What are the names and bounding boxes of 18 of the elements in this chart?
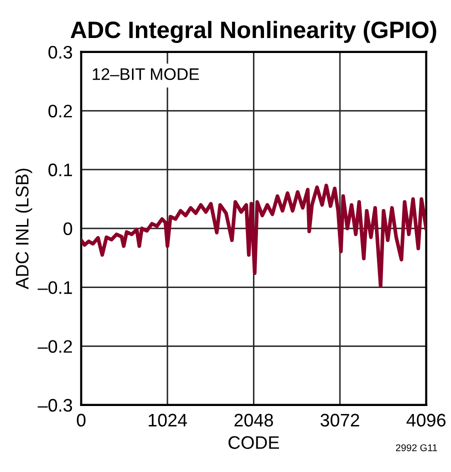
chart-title: ADC Integral Nonlinearity (GPIO)	[70, 20, 436, 44]
x-tick-label: 3072	[320, 414, 360, 427]
x-axis-title: CODE	[228, 436, 279, 449]
line-series	[81, 184, 426, 288]
y-tick-label: –0.1	[38, 281, 72, 294]
y-axis-title: ADC INL (LSB)	[15, 168, 32, 290]
y-tick-label: 0.2	[48, 104, 72, 118]
annotation: 12–BIT MODE	[92, 68, 199, 80]
y-tick-label: –0.3	[38, 398, 72, 412]
y-tick-label: 0.3	[48, 46, 72, 59]
text: 2992 G11	[396, 444, 437, 452]
y-tick-label: 0.1	[48, 164, 72, 176]
y-tick-label: 0	[64, 222, 72, 236]
x-tick-label: 0	[76, 414, 86, 427]
y-tick-label: –0.2	[38, 340, 72, 353]
x-tick-label: 2048	[234, 414, 273, 427]
x-tick-label: 4096	[406, 414, 446, 427]
x-tick-label: 1024	[148, 414, 187, 427]
